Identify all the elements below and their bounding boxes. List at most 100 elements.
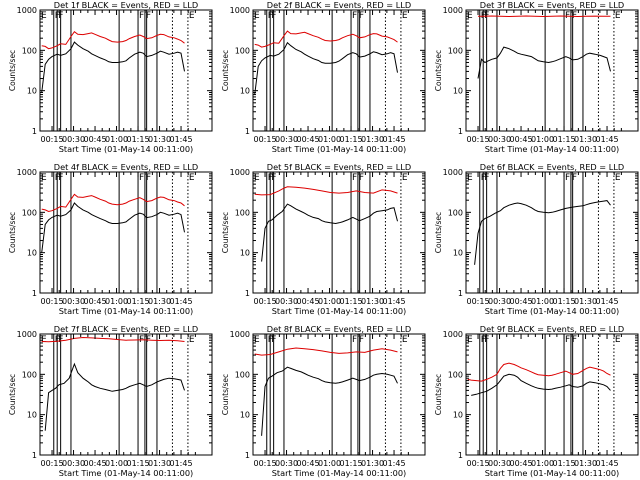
y-tick-label: 10 [453, 249, 463, 258]
x-axis-label: Start Time (01-May-14 00:11:00) [272, 306, 407, 316]
events-series-line [477, 46, 611, 79]
x-tick-label: 00:30 [488, 135, 511, 144]
x-tick-label: 00:30 [488, 297, 511, 306]
x-tick-label: 01:30 [361, 135, 384, 144]
x-axis-label: Start Time (01-May-14 00:11:00) [272, 144, 407, 154]
y-tick-label: 1 [32, 451, 37, 460]
x-tick-label: 00:30 [488, 459, 511, 468]
y-tick-label: 100 [22, 208, 37, 217]
x-axis-label: Start Time (01-May-14 00:11:00) [272, 468, 407, 478]
marker-label: E [189, 173, 195, 183]
plot-frame [465, 9, 639, 132]
marker-label: F [139, 11, 144, 21]
plot-frame [252, 171, 426, 294]
y-tick-label: 100 [448, 208, 463, 217]
marker-label: F [352, 11, 357, 21]
x-tick-label: 00:45 [510, 297, 533, 306]
x-tick-label: 00:45 [510, 135, 533, 144]
y-axis-label: Counts/sec [221, 374, 230, 415]
y-tick-label: 1000 [230, 168, 250, 177]
x-tick-label: 00:30 [275, 297, 298, 306]
marker-label: F [146, 173, 151, 183]
x-tick-label: 01:15 [127, 297, 150, 306]
marker-label: E [41, 11, 47, 21]
x-tick-label: 00:45 [84, 297, 107, 306]
y-tick-label: 1000 [230, 330, 250, 339]
marker-label: E [402, 173, 408, 183]
x-tick-label: 01:45 [170, 135, 193, 144]
events-series-line [41, 41, 185, 93]
chart-panel-6: Det 6f BLACK = Events, RED = LLDEFFFFE11… [434, 162, 639, 316]
x-tick-label: 00:45 [297, 135, 320, 144]
marker-label: E [254, 173, 260, 183]
x-tick-label: 01:00 [318, 297, 341, 306]
marker-label: E [189, 335, 195, 345]
x-tick-label: 01:15 [553, 135, 576, 144]
x-axis-label: Start Time (01-May-14 00:11:00) [59, 144, 194, 154]
x-tick-label: 00:45 [297, 297, 320, 306]
x-tick-label: 01:30 [148, 135, 171, 144]
x-tick-label: 01:45 [383, 297, 406, 306]
x-tick-label: 01:15 [340, 297, 363, 306]
plot-frame [39, 171, 213, 294]
y-tick-label: 1 [245, 451, 250, 460]
marker-label: E [402, 11, 408, 21]
y-tick-label: 1000 [443, 168, 463, 177]
plot-frame [465, 333, 639, 456]
x-tick-label: 01:15 [340, 135, 363, 144]
marker-label: F [352, 173, 357, 183]
x-axis-label: Start Time (01-May-14 00:11:00) [485, 306, 620, 316]
y-tick-label: 1 [32, 289, 37, 298]
x-axis-label: Start Time (01-May-14 00:11:00) [59, 306, 194, 316]
chart-panel-9: Det 9f BLACK = Events, RED = LLDEFFFFE11… [434, 324, 639, 478]
lld-series-line [41, 30, 185, 50]
x-tick-label: 01:30 [574, 459, 597, 468]
y-axis-label: Counts/sec [8, 212, 17, 253]
y-tick-label: 1000 [17, 168, 37, 177]
panel-title: Det 3f BLACK = Events, RED = LLD [480, 0, 624, 10]
y-tick-label: 1 [458, 127, 463, 136]
y-tick-label: 10 [240, 249, 250, 258]
marker-label: E [41, 173, 47, 183]
chart-panel-2: Det 2f BLACK = Events, RED = LLDEFFFFE11… [221, 0, 426, 154]
chart-panel-3: Det 3f BLACK = Events, RED = LLDEFFFFE11… [434, 0, 639, 154]
y-axis-label: Counts/sec [434, 212, 443, 253]
events-series-line [474, 200, 611, 265]
y-tick-label: 100 [22, 370, 37, 379]
y-tick-label: 1 [458, 451, 463, 460]
x-tick-label: 01:00 [531, 459, 554, 468]
x-tick-label: 01:45 [596, 135, 619, 144]
events-series-line [261, 203, 398, 262]
x-tick-label: 00:45 [510, 459, 533, 468]
y-tick-label: 100 [235, 208, 250, 217]
marker-label: E [615, 11, 621, 21]
events-series-line [261, 366, 398, 436]
x-tick-label: 00:30 [275, 135, 298, 144]
x-tick-label: 01:45 [596, 459, 619, 468]
plot-frame [465, 171, 639, 294]
x-tick-label: 00:45 [84, 459, 107, 468]
marker-label: E [189, 11, 195, 21]
y-tick-label: 10 [240, 411, 250, 420]
x-tick-label: 00:15 [467, 459, 490, 468]
x-tick-label: 00:15 [41, 297, 64, 306]
x-tick-label: 01:15 [553, 459, 576, 468]
y-axis-label: Counts/sec [221, 212, 230, 253]
x-tick-label: 00:15 [467, 135, 490, 144]
x-tick-label: 01:45 [383, 135, 406, 144]
y-tick-label: 1 [245, 127, 250, 136]
marker-label: E [41, 335, 47, 345]
y-axis-label: Counts/sec [434, 374, 443, 415]
panel-title: Det 9f BLACK = Events, RED = LLD [480, 324, 624, 334]
marker-label: F [359, 11, 364, 21]
x-tick-label: 00:30 [62, 459, 85, 468]
chart-panel-1: Det 1f BLACK = Events, RED = LLDEFFFFE11… [8, 0, 213, 154]
x-tick-label: 00:15 [254, 135, 277, 144]
x-tick-label: 01:00 [105, 135, 128, 144]
chart-panel-5: Det 5f BLACK = Events, RED = LLDEFFFFE11… [221, 162, 426, 316]
x-tick-label: 00:15 [41, 135, 64, 144]
marker-label: F [572, 335, 577, 345]
marker-label: E [467, 335, 473, 345]
y-tick-label: 10 [453, 87, 463, 96]
lld-series-line [254, 347, 398, 356]
